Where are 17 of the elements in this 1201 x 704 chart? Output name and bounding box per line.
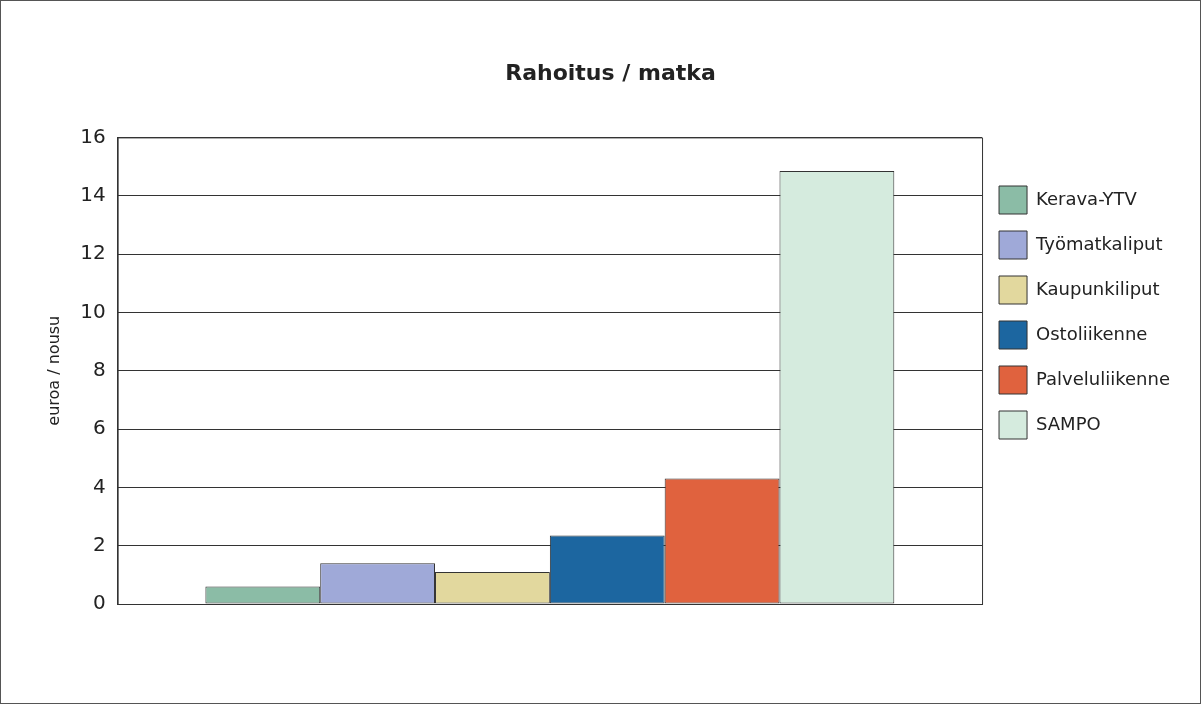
- y-tick-label: 16: [80, 123, 106, 148]
- y-tick-label: 14: [80, 181, 106, 206]
- y-tick-label: 6: [92, 415, 106, 440]
- y-tick-label: 2: [92, 531, 106, 556]
- y-tick-label: 10: [80, 298, 106, 323]
- legend-label: Työmatkaliput: [1035, 232, 1163, 254]
- y-tick-label: 4: [92, 473, 106, 498]
- legend-label: Palveluliikenne: [1036, 367, 1171, 389]
- legend-label: Ostoliikenne: [1036, 322, 1148, 344]
- chart-title: Rahoitus / matka: [505, 59, 716, 85]
- y-tick-label: 8: [92, 356, 106, 381]
- legend-label: Kaupunkiliput: [1036, 277, 1160, 299]
- y-axis-title: euroa / nousu: [43, 315, 63, 426]
- legend-label: Kerava-YTV: [1036, 187, 1138, 209]
- legend-label: SAMPO: [1036, 412, 1101, 434]
- y-tick-label: 12: [80, 240, 106, 265]
- y-tick-label: 0: [92, 590, 106, 615]
